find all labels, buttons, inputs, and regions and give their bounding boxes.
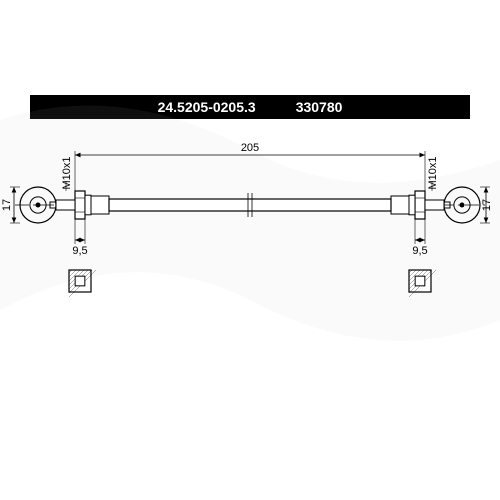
dim-fitting-right: 9,5 [412, 245, 427, 257]
dim-end-height-left: 17 [1, 199, 13, 211]
thread-right: M10x1 [427, 156, 439, 189]
technical-diagram: 24.5205-0205.3 330780 17172059,59,5M10x1… [0, 0, 500, 500]
dim-fitting-left: 9,5 [72, 245, 87, 257]
thread-left: M10x1 [61, 156, 73, 189]
hex-section [69, 270, 96, 297]
dim-length: 205 [241, 142, 259, 154]
drawing-svg: 17 17 205 9,5 9,5 M10x1 M10x1 [0, 0, 500, 500]
dim-end-height-right: 17 [481, 199, 493, 211]
